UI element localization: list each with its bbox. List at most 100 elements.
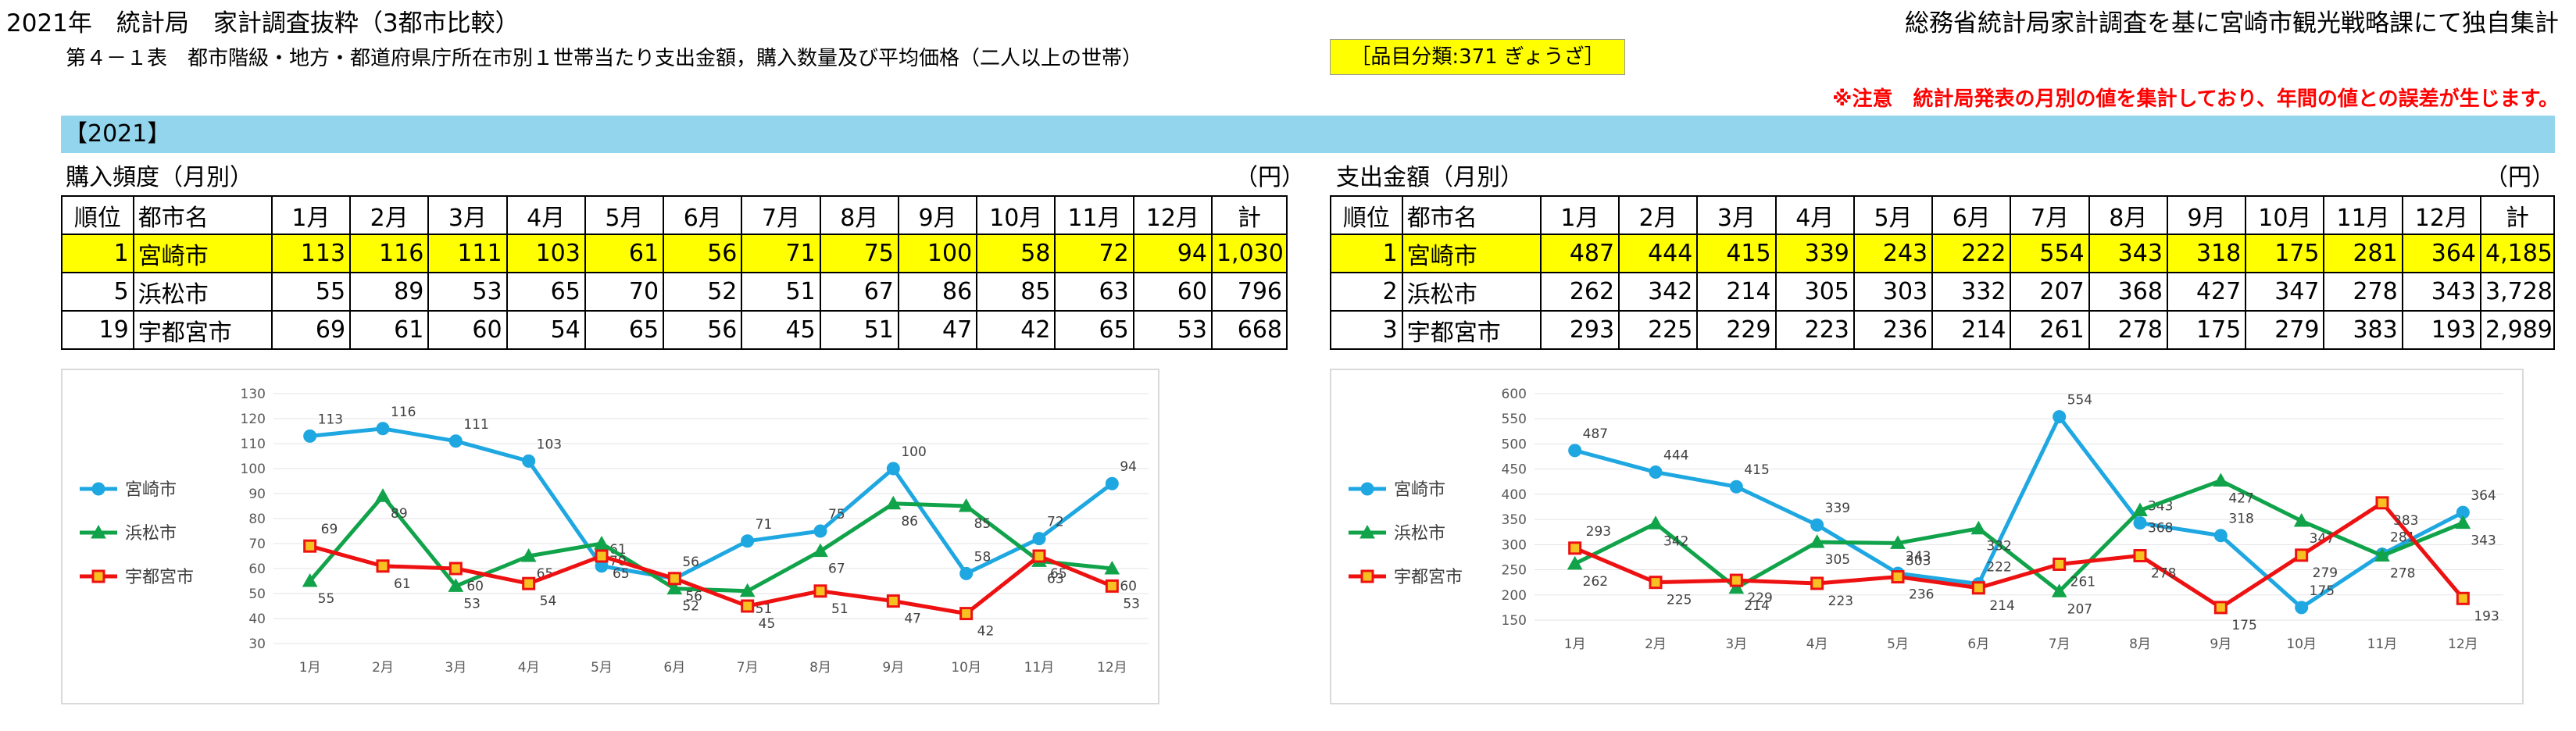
data-label: 193 [2474, 608, 2499, 624]
data-label: 45 [759, 616, 776, 632]
point-hamamatsu [1567, 555, 1583, 570]
point-miyazaki [1649, 465, 1663, 480]
value-cell: 65 [506, 272, 586, 312]
data-label: 279 [2313, 565, 2338, 581]
point-utsunomiya [1105, 579, 1119, 593]
point-utsunomiya [2133, 549, 2147, 563]
data-label: 214 [1989, 598, 2014, 614]
frequency-chart: 30 40 50 60 70 80 90 100 110 120 130 1月 2月 3月 4月 5月 6月 7月… [61, 369, 1159, 704]
data-label: 293 [1586, 524, 1611, 540]
point-miyazaki [522, 454, 536, 468]
data-label: 60 [1120, 579, 1137, 594]
x-tick-label: 12月 [1097, 660, 1127, 676]
legend-marker [1360, 569, 1374, 583]
value-cell: 60 [1132, 272, 1213, 312]
series-line-utsunomiya [1574, 501, 2465, 610]
value-cell: 175 [2166, 310, 2247, 350]
column-header: 2月 [349, 195, 430, 235]
data-label: 52 [682, 599, 699, 615]
point-hamamatsu [1648, 515, 1663, 530]
legend-marker [91, 482, 105, 496]
data-label: 72 [1047, 515, 1064, 530]
value-cell: 4,185 [2480, 234, 2555, 273]
value-cell: 60 [427, 310, 508, 350]
point-utsunomiya [1729, 573, 1743, 587]
point-miyazaki [2213, 529, 2228, 543]
data-label: 53 [1123, 596, 1140, 612]
column-header: 10月 [2245, 195, 2325, 235]
data-label: 42 [977, 624, 995, 640]
column-header: 6月 [1931, 195, 2012, 235]
right-section-title: 支出金額（月別） [1336, 164, 1524, 191]
data-label: 175 [2310, 583, 2335, 599]
series-miyazaki: 113 116 111 103 61 56 71 75 100 58 72 94 [303, 405, 1137, 586]
point-miyazaki [1032, 532, 1046, 546]
value-cell: 427 [2166, 272, 2247, 312]
point-hamamatsu [885, 495, 902, 510]
point-hamamatsu [1728, 579, 1745, 594]
data-label: 415 [1744, 462, 1769, 478]
point-hamamatsu [1890, 535, 1906, 549]
value-cell: 364 [2401, 234, 2482, 273]
data-label: 207 [2067, 601, 2092, 617]
value-cell: 85 [976, 272, 1056, 312]
legend-label: 宮崎市 [1394, 480, 1445, 500]
value-cell: 193 [2401, 310, 2482, 350]
table-row: 19 宇都宮市 69 61 60 54 65 56 45 51 47 42 65 53 668 [61, 310, 1288, 350]
data-label: 103 [537, 437, 562, 452]
data-label: 54 [540, 594, 557, 609]
legend-label: 宇都宮市 [1394, 568, 1463, 587]
data-label: 53 [463, 596, 481, 612]
y-tick-label: 500 [1502, 437, 1527, 452]
point-miyazaki [959, 566, 974, 580]
value-cell: 116 [349, 234, 430, 273]
data-label: 47 [904, 612, 921, 627]
series-line-utsunomiya [309, 544, 1113, 616]
value-cell: 293 [1539, 310, 1620, 350]
y-tick-label: 450 [1502, 462, 1527, 478]
y-tick-label: 350 [1502, 512, 1527, 528]
table-row: 2 浜松市 262 342 214 305 303 332 207 368 427 347 278 343… [1330, 272, 2555, 312]
x-tick-label: 9月 [882, 660, 904, 676]
data-label: 222 [1986, 560, 2011, 576]
value-cell: 1,030 [1210, 234, 1288, 273]
data-label: 56 [685, 589, 702, 604]
column-header: 8月 [819, 195, 899, 235]
value-cell: 51 [819, 310, 899, 350]
data-label: 261 [2070, 574, 2095, 590]
value-cell: 58 [976, 234, 1056, 273]
right-unit: （円） [2485, 164, 2555, 191]
point-hamamatsu [739, 583, 756, 597]
column-header: 4月 [1774, 195, 1855, 235]
value-cell: 223 [1774, 310, 1855, 350]
y-tick-label: 40 [248, 612, 266, 627]
value-cell: 279 [2245, 310, 2325, 350]
value-cell: 225 [1618, 310, 1699, 350]
left-unit: （円） [1234, 164, 1305, 191]
column-header: 5月 [1853, 195, 1934, 235]
point-hamamatsu [666, 580, 683, 595]
data-label: 554 [2067, 393, 2092, 408]
value-cell: 94 [1132, 234, 1213, 273]
point-hamamatsu [2132, 502, 2148, 517]
x-tick-label: 5月 [591, 660, 613, 676]
x-tick-label: 6月 [663, 660, 685, 676]
value-cell: 175 [2245, 234, 2325, 273]
point-miyazaki [1729, 480, 1743, 494]
data-label: 368 [2148, 521, 2173, 537]
value-cell: 111 [427, 234, 508, 273]
point-miyazaki [2295, 601, 2309, 615]
y-tick-label: 120 [241, 412, 266, 427]
value-cell: 281 [2323, 234, 2403, 273]
y-tick-label: 600 [1502, 387, 1527, 402]
column-header: 3月 [427, 195, 508, 235]
data-label: 214 [1744, 598, 1769, 614]
point-utsunomiya [303, 539, 317, 553]
value-cell: 554 [2010, 234, 2090, 273]
rank-cell: 2 [1330, 272, 1403, 312]
data-label: 116 [391, 405, 416, 420]
category-badge: ［品目分類:371 ぎょうざ］ [1330, 39, 1625, 75]
data-label: 332 [1986, 539, 2011, 554]
value-cell: 487 [1539, 234, 1620, 273]
